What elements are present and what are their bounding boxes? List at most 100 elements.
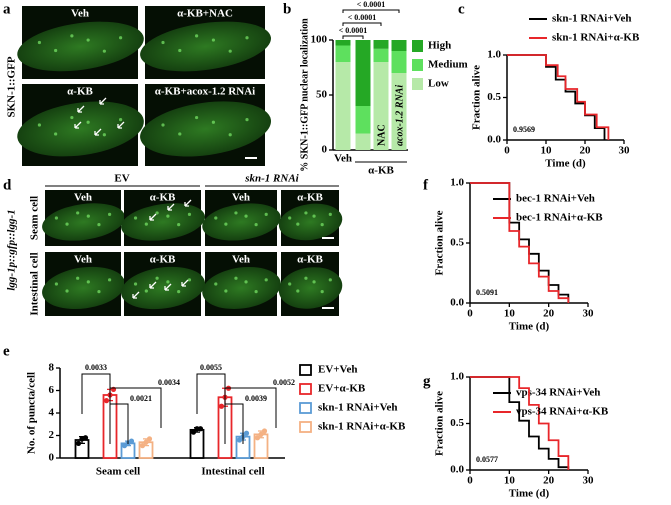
legend-label: Low	[428, 78, 449, 90]
granule	[320, 223, 324, 227]
y-tick-label: 0.0	[487, 134, 501, 146]
y-tick-label: 1.0	[450, 177, 464, 189]
granule	[54, 216, 59, 220]
p-value: 0.5091	[476, 288, 498, 297]
granule	[328, 278, 332, 282]
legend-label: bec-1 RNAi+Veh	[516, 193, 595, 205]
legend-label: vps-34 RNAi+Veh	[516, 387, 600, 399]
arrow	[167, 203, 175, 211]
legend-swatch	[299, 402, 312, 414]
granule	[328, 212, 332, 216]
image-label: α-KB	[150, 192, 176, 204]
granule	[234, 211, 238, 215]
data-point	[254, 435, 261, 441]
legend-label: skn-1 RNAi+α-KB	[552, 32, 640, 44]
granule	[195, 115, 199, 120]
granule	[133, 216, 138, 220]
image-label: α-KB	[297, 192, 323, 204]
survival-curve	[470, 376, 570, 470]
legend-label: High	[428, 40, 451, 52]
data-point	[243, 430, 250, 436]
panel-letter: d	[3, 177, 12, 193]
arrow	[181, 279, 189, 287]
y-tick-label: 100	[311, 34, 328, 46]
granule	[214, 282, 218, 286]
arrow	[117, 121, 125, 129]
x-tick-label: 30	[583, 475, 595, 487]
worm	[278, 203, 343, 241]
significance-bracket	[224, 387, 277, 428]
data-point	[128, 438, 135, 444]
data-point	[236, 437, 243, 443]
granule	[312, 214, 316, 218]
image-label: Veh	[74, 254, 92, 266]
arrow	[74, 121, 82, 129]
y-label: % SKN-1::GFP nuclear localization	[299, 18, 310, 172]
x-tick-label: 20	[580, 145, 592, 157]
arrow	[164, 283, 172, 291]
granule	[296, 222, 300, 226]
image-label: α-KB	[297, 254, 323, 266]
y-label: SKN-1::GFP	[6, 56, 18, 117]
granule	[102, 49, 106, 53]
granule	[224, 222, 228, 226]
granule	[144, 222, 148, 226]
p-value: 0.0577	[476, 455, 498, 464]
granule	[76, 276, 80, 280]
bar-segment	[335, 40, 351, 46]
p-value: 0.0055	[200, 363, 222, 372]
panel-letter: f	[423, 177, 429, 193]
image-label: Veh	[232, 254, 250, 266]
bar-segment	[391, 73, 407, 150]
granule	[144, 289, 148, 293]
y-label: No. of puncta/cell	[26, 372, 38, 454]
granule	[187, 278, 192, 282]
x-tick-label: 10	[504, 475, 516, 487]
granule	[177, 223, 181, 227]
granule	[228, 133, 232, 137]
survival-curve	[470, 182, 570, 303]
granule	[312, 280, 316, 284]
data-point	[75, 440, 82, 446]
legend-label: skn-1 RNAi+α-KB	[318, 421, 406, 433]
y-tick-label: 8	[49, 362, 55, 374]
worm	[17, 21, 144, 72]
bar-segment	[335, 45, 351, 62]
panel-letter: b	[283, 1, 291, 17]
survival-curve	[507, 54, 610, 140]
x-tick-label: 0	[504, 145, 510, 157]
legend-swatch	[299, 383, 312, 395]
image-label: α-KB	[150, 254, 176, 266]
granule	[178, 132, 182, 136]
p-value: < 0.0001	[357, 0, 386, 9]
granule	[177, 289, 181, 294]
legend-swatch	[412, 40, 423, 52]
y-label: Fraction alive	[434, 210, 446, 275]
y-tick-label: 1.0	[450, 371, 464, 383]
granule	[119, 118, 123, 122]
y-tick-label: 0.5	[450, 417, 464, 429]
granule	[76, 211, 80, 215]
granule	[166, 214, 170, 218]
x-tick-label: 30	[583, 308, 595, 320]
x-tick-label: 30	[619, 145, 631, 157]
legend-label: skn-1 RNAi+Veh	[552, 13, 632, 25]
panel-letter: c	[458, 1, 465, 17]
granule	[108, 278, 112, 282]
x-label: Time (d)	[545, 158, 586, 170]
worm	[202, 203, 281, 241]
x-tick-label: 20	[543, 475, 555, 487]
legend-label: EV+α-KB	[318, 383, 366, 395]
granule	[86, 214, 90, 218]
granule	[320, 289, 324, 294]
image-label: Veh	[74, 192, 92, 204]
legend-label: EV+Veh	[318, 364, 357, 376]
image-label: α-KB	[67, 86, 93, 98]
y-tick-label: 0	[322, 144, 328, 156]
granule	[211, 38, 215, 42]
granule	[244, 280, 248, 284]
p-value: < 0.0001	[348, 13, 377, 22]
y-tick-label: 0.0	[450, 297, 464, 309]
bar-label: NAC	[376, 124, 387, 146]
data-point	[261, 428, 268, 434]
